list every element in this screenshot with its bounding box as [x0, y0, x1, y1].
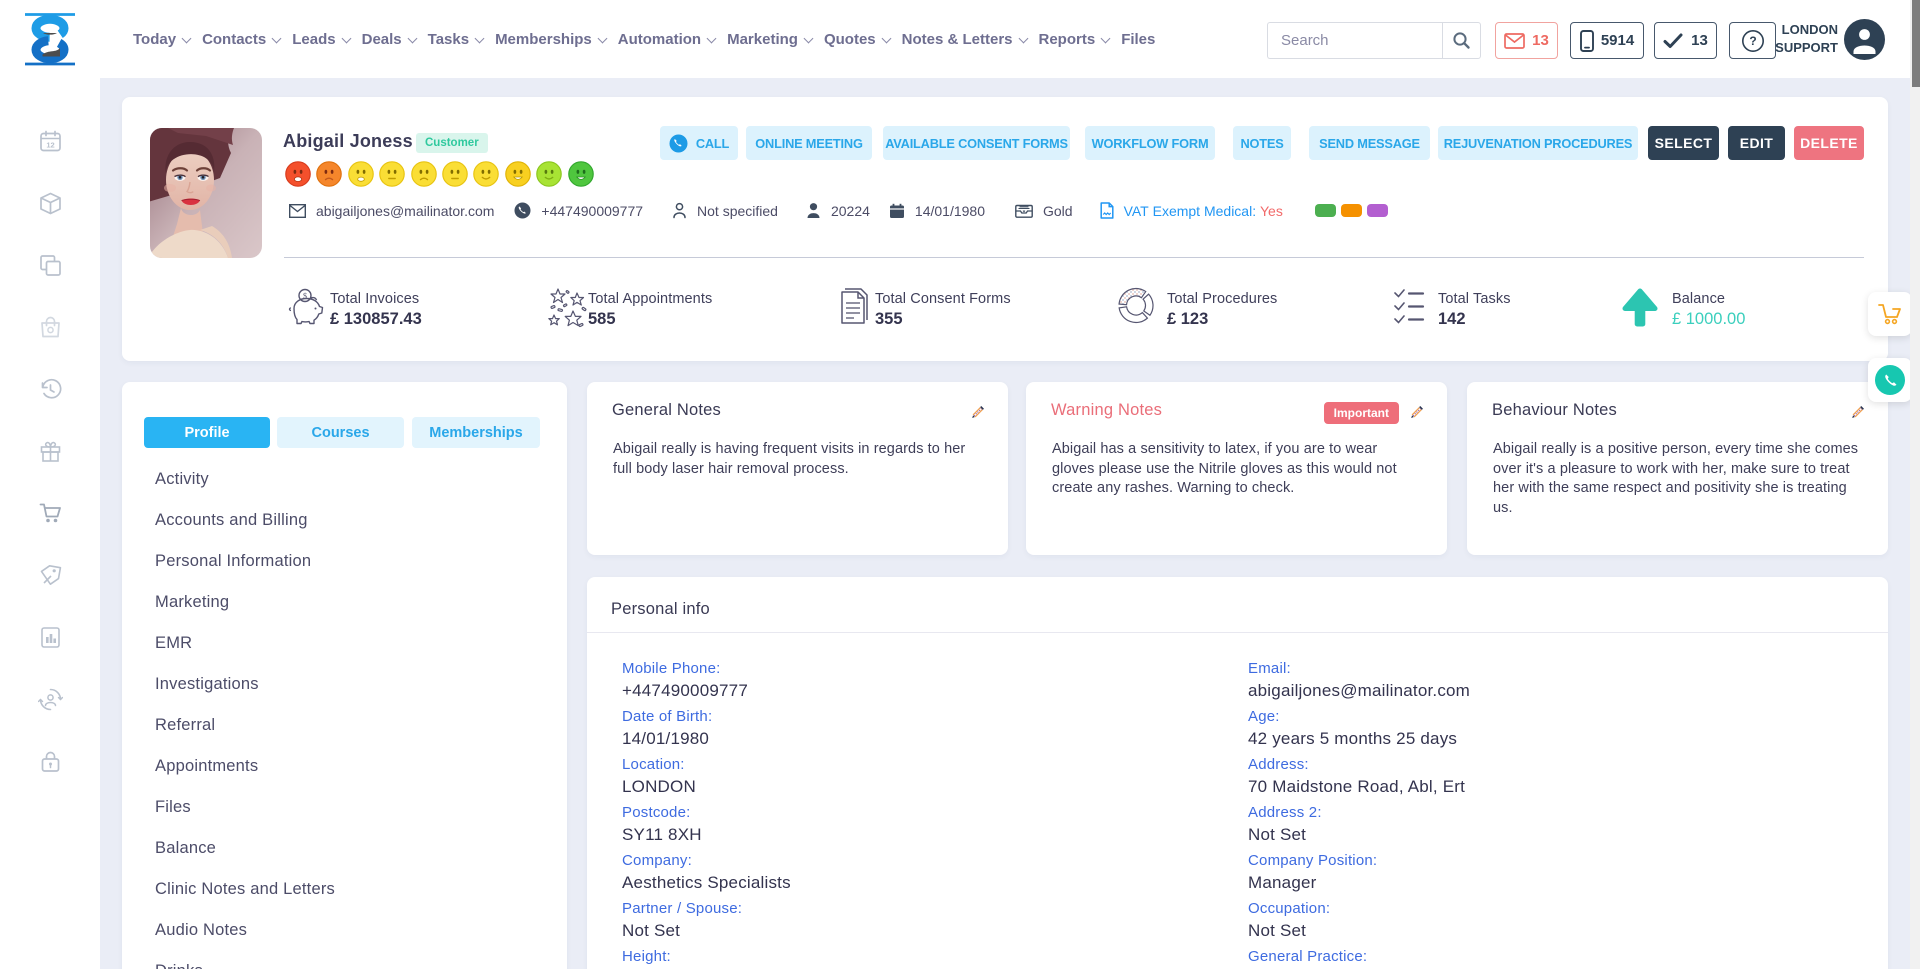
svg-text:$: $	[303, 292, 307, 301]
svg-text:?: ?	[1749, 34, 1756, 48]
svg-text:12: 12	[46, 141, 54, 150]
